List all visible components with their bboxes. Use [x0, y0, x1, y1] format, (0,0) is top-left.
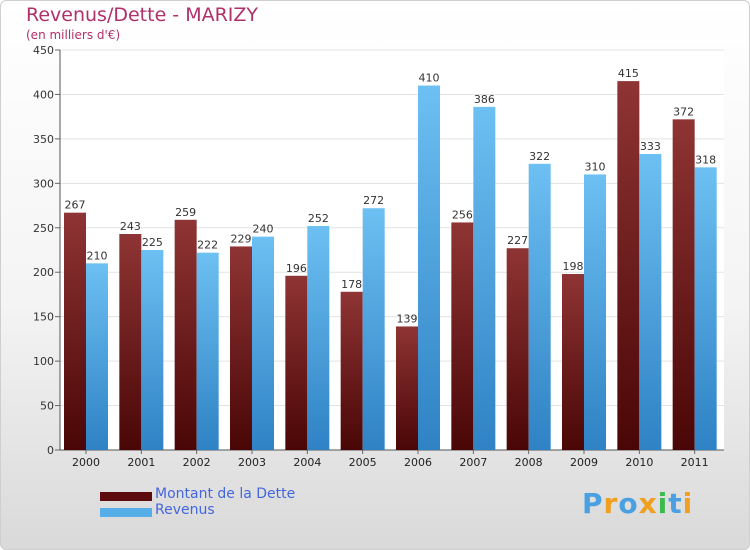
data-label-revenus: 210	[87, 249, 108, 262]
data-label-dette: 256	[452, 208, 473, 221]
x-tick-label: 2005	[349, 456, 377, 469]
bar-dette	[64, 212, 86, 450]
bar-dette	[285, 275, 308, 450]
bar-dette	[506, 248, 529, 450]
data-label-revenus: 322	[529, 150, 550, 163]
x-tick-label: 2009	[570, 456, 598, 469]
data-label-revenus: 310	[585, 160, 606, 173]
x-tick-label: 2011	[681, 456, 709, 469]
y-tick-label: 200	[33, 266, 54, 279]
logo-letter: i	[657, 487, 669, 520]
x-tick-label: 2004	[293, 456, 321, 469]
bar-dette	[174, 219, 197, 450]
data-label-revenus: 318	[695, 153, 716, 166]
bar-dette	[230, 246, 252, 450]
y-tick-label: 450	[33, 44, 54, 57]
bar-dette	[451, 222, 474, 450]
bar-dette	[119, 234, 142, 450]
logo-letter: t	[668, 487, 683, 520]
legend-swatch-dette	[100, 492, 152, 501]
data-label-dette: 178	[341, 278, 362, 291]
data-label-revenus: 252	[308, 212, 329, 225]
proxiti-logo: Proxiti	[582, 487, 693, 520]
bar-revenus	[252, 236, 274, 450]
data-label-dette: 372	[673, 105, 694, 118]
data-label-dette: 198	[563, 260, 584, 273]
logo-letter: o	[618, 487, 639, 520]
bar-revenus	[694, 167, 717, 451]
bar-revenus	[307, 226, 330, 450]
data-label-revenus: 333	[640, 140, 661, 153]
data-label-dette: 196	[286, 262, 307, 275]
data-label-revenus: 225	[142, 236, 163, 249]
logo-letter: i	[682, 487, 694, 520]
data-label-revenus: 386	[474, 93, 495, 106]
bar-dette	[562, 274, 584, 450]
data-label-revenus: 272	[363, 194, 384, 207]
bar-dette	[340, 291, 363, 450]
plot-area	[60, 50, 724, 450]
data-label-revenus: 410	[419, 72, 440, 85]
bar-revenus	[528, 163, 551, 450]
data-label-revenus: 222	[197, 239, 218, 252]
bar-revenus	[473, 106, 496, 450]
x-tick-label: 2007	[459, 456, 487, 469]
y-tick-label: 150	[33, 311, 54, 324]
data-label-dette: 415	[618, 67, 639, 80]
data-label-revenus: 240	[253, 223, 274, 236]
bar-revenus	[639, 154, 662, 450]
legend-label-revenus: Revenus	[155, 502, 215, 518]
data-label-dette: 139	[397, 312, 418, 325]
chart-subtitle: (en milliers d'€)	[26, 28, 121, 42]
bar-revenus	[196, 252, 219, 450]
x-tick-label: 2008	[515, 456, 543, 469]
bar-revenus	[141, 250, 164, 450]
bar-dette	[396, 326, 418, 450]
x-tick-label: 2002	[183, 456, 211, 469]
x-tick-label: 2000	[72, 456, 100, 469]
legend-label-dette: Montant de la Dette	[155, 486, 296, 502]
data-label-dette: 243	[120, 220, 141, 233]
bar-revenus	[418, 85, 440, 451]
data-label-dette: 267	[65, 199, 86, 212]
legend-swatch-revenus	[100, 508, 152, 517]
data-label-dette: 259	[175, 206, 196, 219]
x-tick-label: 2003	[238, 456, 266, 469]
x-tick-label: 2001	[127, 456, 155, 469]
logo-letter: x	[638, 487, 658, 520]
bar-revenus	[584, 174, 606, 450]
data-label-dette: 229	[231, 232, 252, 245]
y-tick-label: 250	[33, 222, 54, 235]
logo-letter: r	[603, 487, 619, 520]
bar-dette	[617, 81, 640, 450]
logo-letter: P	[582, 487, 604, 520]
x-tick-label: 2010	[625, 456, 653, 469]
bar-dette	[672, 119, 695, 450]
y-tick-label: 100	[33, 355, 54, 368]
y-tick-label: 350	[33, 133, 54, 146]
chart-title: Revenus/Dette - MARIZY	[26, 4, 259, 26]
y-tick-label: 400	[33, 88, 54, 101]
y-tick-label: 50	[40, 400, 54, 413]
bar-revenus	[86, 263, 108, 450]
x-tick-label: 2006	[404, 456, 432, 469]
data-label-dette: 227	[507, 234, 528, 247]
bar-revenus	[362, 208, 385, 450]
y-tick-label: 300	[33, 177, 54, 190]
y-tick-label: 0	[47, 444, 54, 457]
